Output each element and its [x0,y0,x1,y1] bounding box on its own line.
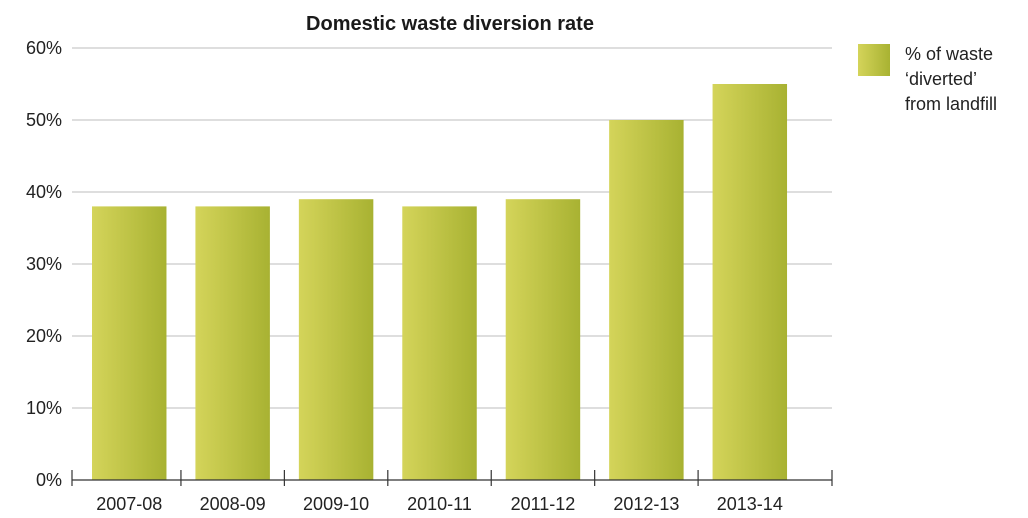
legend: % of waste ‘diverted’ from landfill [858,44,997,114]
legend-label-line-3: from landfill [905,94,997,114]
x-tick-label: 2010-11 [407,494,472,514]
y-tick-label: 0% [36,470,62,490]
bar-2010-11 [402,206,477,480]
bar-2008-09 [195,206,270,480]
y-tick-label: 50% [26,110,62,130]
x-axis [71,470,833,486]
bar-2013-14 [712,84,788,480]
y-tick-label: 20% [26,326,62,346]
bar-2009-10 [298,199,374,480]
x-tick-label: 2008-09 [200,494,266,514]
x-tick-label: 2011-12 [511,494,576,514]
legend-label-line-1: % of waste [905,44,993,64]
x-tick-label: 2012-13 [613,494,679,514]
x-tick-label: 2009-10 [303,494,369,514]
y-axis-tick-labels: 0% 10% 20% 30% 40% 50% 60% [26,38,62,490]
y-tick-label: 60% [26,38,62,58]
legend-label-line-2: ‘diverted’ [905,69,977,89]
x-tick-label: 2007-08 [96,494,162,514]
x-axis-tick-labels: 2007-08 2008-09 2009-10 2010-11 2011-12 2012-… [96,494,783,514]
bar-2007-08 [92,206,167,480]
x-tick-label: 2013-14 [717,494,783,514]
chart-title: Domestic waste diversion rate [306,13,594,35]
y-tick-label: 40% [26,182,62,202]
y-tick-label: 10% [26,398,62,418]
y-tick-label: 30% [26,254,62,274]
bars [92,84,788,480]
bar-2011-12 [505,199,581,480]
legend-swatch [858,44,890,76]
bar-2012-13 [609,120,684,480]
